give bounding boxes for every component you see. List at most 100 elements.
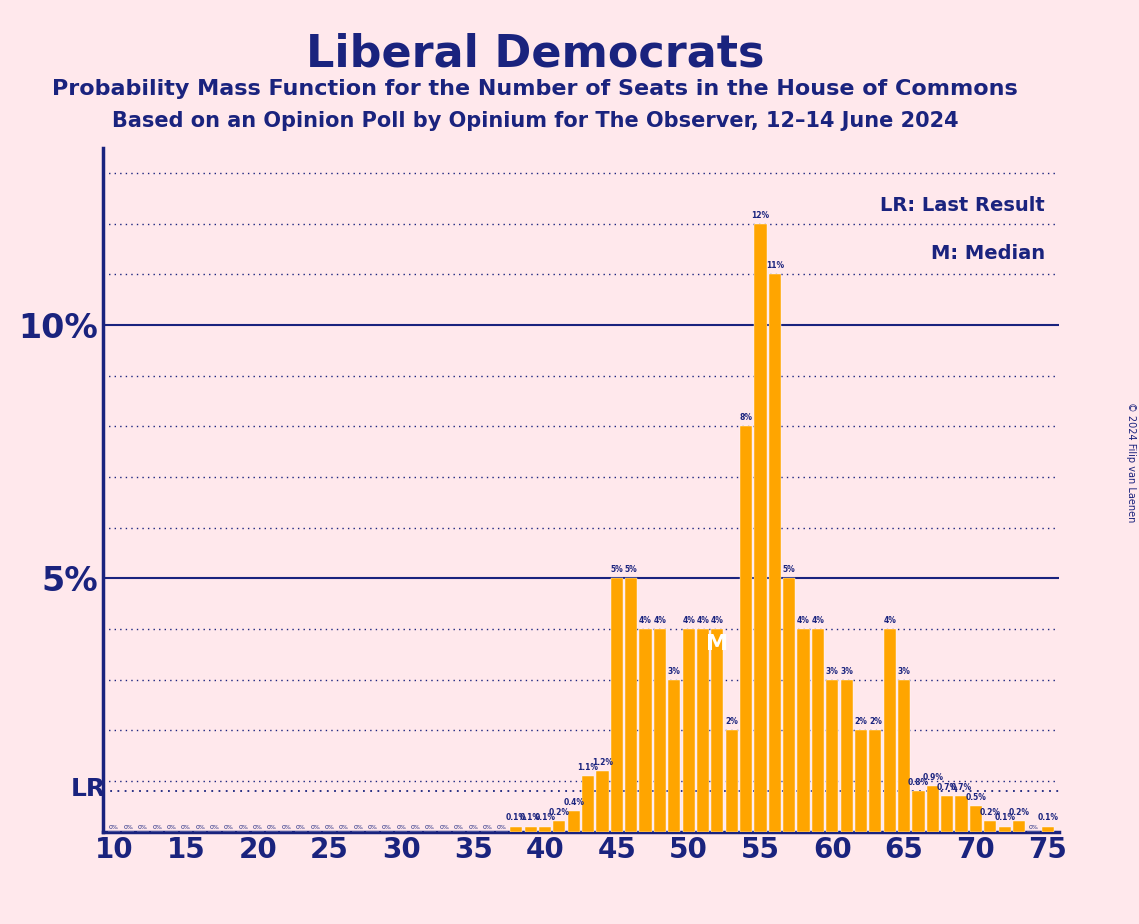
Text: 0%: 0% [483, 825, 492, 830]
Text: 4%: 4% [654, 616, 666, 625]
Text: 0%: 0% [153, 825, 162, 830]
Bar [611, 578, 623, 832]
Text: M: M [706, 635, 729, 654]
Bar [669, 680, 680, 832]
Bar [597, 771, 608, 832]
Text: 0%: 0% [224, 825, 233, 830]
Text: 0%: 0% [382, 825, 392, 830]
Text: 0.4%: 0.4% [563, 798, 584, 808]
Bar [697, 629, 710, 832]
Text: 0%: 0% [281, 825, 292, 830]
Bar [956, 796, 968, 832]
Bar [784, 578, 795, 832]
Text: 0%: 0% [339, 825, 349, 830]
Bar [539, 827, 551, 832]
Text: 0%: 0% [1029, 825, 1039, 830]
Text: 0%: 0% [310, 825, 320, 830]
Text: 2%: 2% [854, 717, 868, 726]
Bar [927, 786, 939, 832]
Bar [740, 426, 752, 832]
Text: Based on an Opinion Poll by Opinium for The Observer, 12–14 June 2024: Based on an Opinion Poll by Opinium for … [112, 111, 959, 131]
Text: 0%: 0% [210, 825, 220, 830]
Text: 0%: 0% [238, 825, 248, 830]
Text: 0.2%: 0.2% [549, 808, 570, 818]
Bar [841, 680, 853, 832]
Text: 4%: 4% [682, 616, 695, 625]
Bar [754, 224, 767, 832]
Text: Probability Mass Function for the Number of Seats in the House of Commons: Probability Mass Function for the Number… [52, 79, 1018, 99]
Text: 8%: 8% [739, 413, 753, 422]
Text: 0%: 0% [411, 825, 420, 830]
Bar [625, 578, 638, 832]
Bar [941, 796, 953, 832]
Text: 0.7%: 0.7% [936, 784, 958, 792]
Bar [912, 791, 925, 832]
Text: M: Median: M: Median [931, 244, 1044, 262]
Text: 2%: 2% [869, 717, 882, 726]
Bar [898, 680, 910, 832]
Text: © 2024 Filip van Laenen: © 2024 Filip van Laenen [1126, 402, 1136, 522]
Bar [797, 629, 810, 832]
Text: 0.2%: 0.2% [980, 808, 1001, 818]
Bar [726, 730, 738, 832]
Text: 1.2%: 1.2% [592, 758, 613, 767]
Text: 0%: 0% [138, 825, 148, 830]
Text: 4%: 4% [697, 616, 710, 625]
Text: 11%: 11% [765, 261, 784, 271]
Text: 3%: 3% [841, 666, 853, 675]
Text: 0%: 0% [123, 825, 133, 830]
Text: 0.1%: 0.1% [1038, 813, 1058, 822]
Bar [812, 629, 823, 832]
Text: 0%: 0% [425, 825, 435, 830]
Bar [826, 680, 838, 832]
Bar [510, 827, 523, 832]
Text: 5%: 5% [611, 565, 623, 575]
Text: 0%: 0% [181, 825, 190, 830]
Text: 4%: 4% [639, 616, 652, 625]
Text: 0%: 0% [267, 825, 277, 830]
Text: 4%: 4% [711, 616, 723, 625]
Text: 5%: 5% [625, 565, 638, 575]
Text: 0.1%: 0.1% [521, 813, 541, 822]
Text: 0%: 0% [253, 825, 263, 830]
Text: 0%: 0% [440, 825, 450, 830]
Text: 0.2%: 0.2% [1008, 808, 1030, 818]
Text: 5%: 5% [782, 565, 795, 575]
Text: Liberal Democrats: Liberal Democrats [306, 32, 764, 76]
Text: 0%: 0% [166, 825, 177, 830]
Text: 3%: 3% [667, 666, 681, 675]
Text: 0%: 0% [497, 825, 507, 830]
Text: 0.5%: 0.5% [966, 793, 986, 802]
Text: 0.9%: 0.9% [923, 773, 943, 782]
Bar [984, 821, 997, 832]
Bar [582, 776, 595, 832]
Text: 3%: 3% [898, 666, 910, 675]
Text: 2%: 2% [726, 717, 738, 726]
Text: 0.1%: 0.1% [534, 813, 556, 822]
Bar [855, 730, 867, 832]
Bar [1042, 827, 1054, 832]
Text: 0%: 0% [468, 825, 478, 830]
Text: 0.8%: 0.8% [908, 778, 929, 787]
Text: 12%: 12% [752, 211, 770, 220]
Bar [639, 629, 652, 832]
Text: 0%: 0% [109, 825, 118, 830]
Text: 0%: 0% [195, 825, 205, 830]
Text: 4%: 4% [811, 616, 825, 625]
Text: 0.1%: 0.1% [506, 813, 526, 822]
Bar [769, 274, 781, 832]
Text: 0%: 0% [353, 825, 363, 830]
Bar [884, 629, 896, 832]
Text: 0.7%: 0.7% [951, 784, 973, 792]
Bar [554, 821, 565, 832]
Text: 4%: 4% [797, 616, 810, 625]
Bar [999, 827, 1010, 832]
Text: 0%: 0% [368, 825, 377, 830]
Text: 4%: 4% [884, 616, 896, 625]
Text: 1.1%: 1.1% [577, 763, 599, 772]
Bar [869, 730, 882, 832]
Text: LR: Last Result: LR: Last Result [880, 196, 1044, 214]
Bar [567, 811, 580, 832]
Bar [1013, 821, 1025, 832]
Bar [711, 629, 723, 832]
